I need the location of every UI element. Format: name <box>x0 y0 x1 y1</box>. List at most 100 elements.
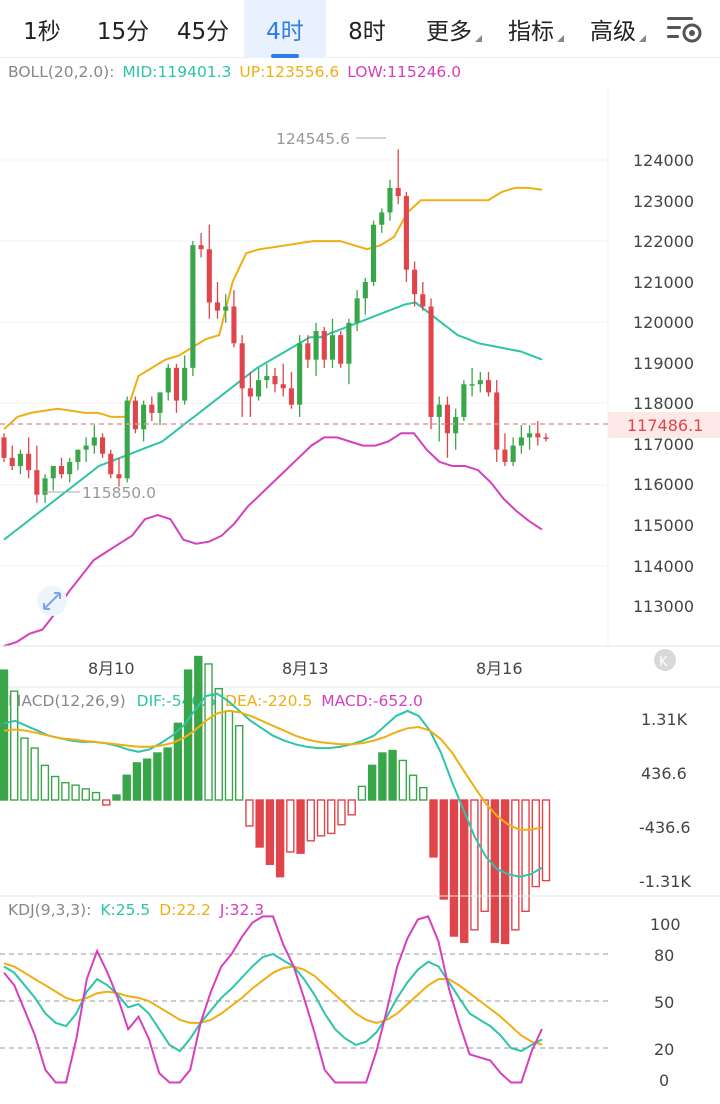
macd-tick: 436.6 <box>641 764 687 783</box>
macd-bar <box>429 799 438 858</box>
macd-tick: 1.31K <box>641 710 688 729</box>
tab-label: 1秒 <box>23 19 61 45</box>
candle-body <box>206 249 212 303</box>
macd-bar <box>490 799 500 943</box>
kdj-tick: 0 <box>659 1071 669 1090</box>
candle-body <box>75 449 81 462</box>
zoom-reset-glyph: K <box>659 655 668 670</box>
expand-arrows-icon[interactable] <box>37 586 67 616</box>
candle-body <box>469 384 475 386</box>
tab-label: 8时 <box>348 19 386 45</box>
candle-body <box>420 294 426 307</box>
macd-bar <box>408 774 418 801</box>
macd-bar <box>531 799 540 888</box>
candle-body <box>338 335 344 364</box>
candle-body <box>26 453 32 471</box>
zoom-reset-icon[interactable]: K <box>654 649 676 671</box>
price-tick: 119000 <box>633 354 694 373</box>
tab-4h[interactable]: 4时 <box>244 0 326 58</box>
candle-body <box>247 388 253 397</box>
date-label: 8月10 <box>88 659 135 678</box>
candle-body <box>428 306 434 417</box>
macd-bar <box>0 669 9 801</box>
candle-body <box>198 245 204 250</box>
chart-settings-icon[interactable] <box>664 12 704 46</box>
candle-body <box>239 343 245 389</box>
last-price-tag <box>608 412 720 438</box>
kdj-axis: 100 80 50 20 0 <box>650 915 681 1090</box>
macd-tick: -1.31K <box>639 872 691 891</box>
candle-body <box>543 437 549 439</box>
macd-bar <box>327 799 336 835</box>
macd-bar <box>81 788 91 801</box>
candle-body <box>264 376 270 381</box>
macd-bar <box>378 752 387 801</box>
dropdown-caret-icon <box>557 35 564 42</box>
tab-8h[interactable]: 8时 <box>326 0 408 58</box>
candle-body <box>379 212 385 225</box>
candle-body <box>436 404 442 417</box>
macd-legend-dif: DIF:-546.5 <box>137 692 216 710</box>
kdj-d-line <box>3 962 543 1046</box>
macd-bar <box>163 747 172 801</box>
macd-bar <box>275 799 285 878</box>
candle-body <box>67 461 73 475</box>
tab-15m[interactable]: 15分 <box>84 0 162 58</box>
boll-legend-mid: MID:119401.3 <box>122 63 231 81</box>
date-label: 8月13 <box>282 659 329 678</box>
timeframe-tab-bar: 1秒 15分 45分 4时 8时 更多 指标 高级 <box>0 0 720 58</box>
candle-body <box>477 380 483 385</box>
candle-body <box>297 343 303 405</box>
price-tick: 121000 <box>633 273 694 292</box>
candle-body <box>535 433 541 438</box>
macd-bar <box>286 799 295 853</box>
candle-body <box>182 367 188 401</box>
tab-45m[interactable]: 45分 <box>162 0 244 58</box>
candle-body <box>313 331 319 360</box>
tab-indicators[interactable]: 指标 <box>490 0 572 58</box>
macd-bar <box>10 690 19 801</box>
candle-body <box>461 384 467 417</box>
macd-bar <box>30 747 39 801</box>
candle-body <box>99 437 106 454</box>
candle-body <box>387 187 393 213</box>
dropdown-caret-icon <box>475 35 482 42</box>
macd-bar <box>20 737 29 801</box>
price-tick: 122000 <box>633 232 694 251</box>
tab-1s[interactable]: 1秒 <box>0 0 84 58</box>
candle-body <box>395 187 401 197</box>
macd-lines <box>3 692 543 878</box>
tab-label: 更多 <box>426 19 472 45</box>
chart-grid <box>0 88 609 646</box>
kdj-legend: KDJ(9,3,3): K:25.5 D:22.2 J:32.3 <box>8 901 264 919</box>
candle-body <box>502 449 508 462</box>
macd-bar <box>214 687 223 801</box>
macd-dea-line <box>3 709 543 831</box>
macd-bar <box>265 799 275 866</box>
candle-body <box>108 453 114 475</box>
tab-label: 指标 <box>508 19 554 45</box>
candle-body <box>190 245 196 368</box>
tab-advanced[interactable]: 高级 <box>572 0 654 58</box>
candle-body <box>17 453 23 467</box>
macd-bar <box>439 799 448 900</box>
candle-body <box>165 367 171 393</box>
price-chart[interactable]: BOLL(20,2.0): MID:119401.3 UP:123556.6 L… <box>0 58 720 1104</box>
macd-bar <box>470 799 479 931</box>
macd-legend-label: MACD(12,26,9) <box>8 692 126 710</box>
candle-body <box>354 298 360 323</box>
tab-more[interactable]: 更多 <box>408 0 490 58</box>
kdj-k-line <box>3 952 543 1053</box>
candle-body <box>412 269 418 295</box>
macd-bar <box>521 799 530 913</box>
macd-tick: -436.6 <box>639 818 691 837</box>
kdj-legend-d: D:22.2 <box>159 901 211 919</box>
candle-body <box>329 335 336 360</box>
kdj-tick: 80 <box>654 946 674 965</box>
macd-bar <box>541 799 551 882</box>
macd-bar <box>347 799 356 816</box>
candle-body <box>272 376 278 385</box>
candle-body <box>124 400 130 479</box>
candlesticks <box>1 149 549 503</box>
candle-body <box>362 281 368 299</box>
